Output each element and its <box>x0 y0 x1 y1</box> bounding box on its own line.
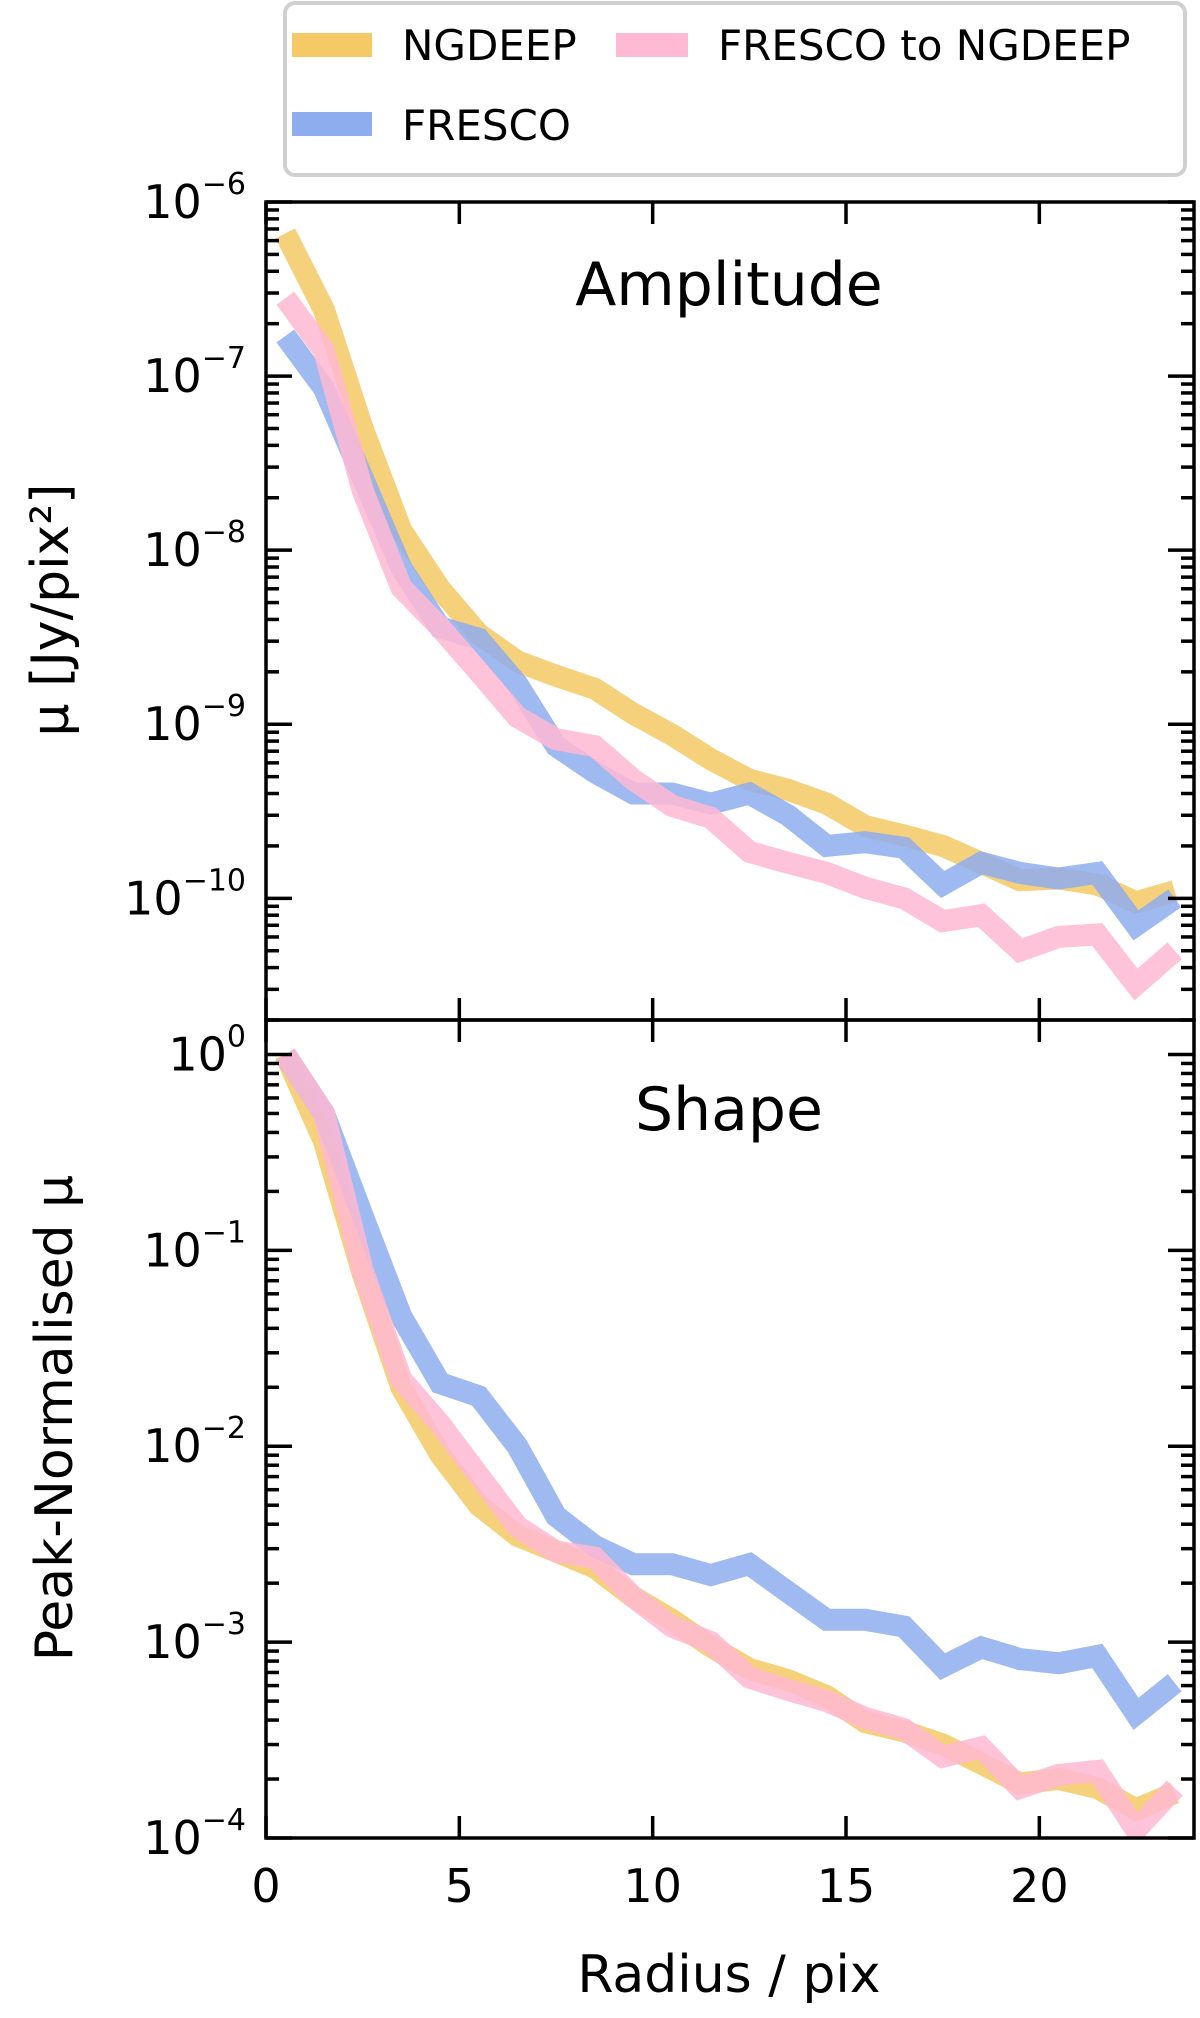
legend-label-ngdeep: NGDEEP <box>402 21 577 70</box>
y-tick-label: 10−3 <box>143 1607 246 1669</box>
y-tick-label: 10−2 <box>143 1411 246 1473</box>
shape-panel: 100 10−1 10−2 10−3 10−40 5 10 15 20 <box>143 1018 1196 1913</box>
ticks <box>264 200 1194 1022</box>
y-tick-label: 10−4 <box>143 1803 246 1865</box>
legend-label-fresco: FRESCO <box>402 101 571 150</box>
y-tick-label: 10−9 <box>143 689 246 751</box>
series-lines <box>275 228 1182 1001</box>
legend: NGDEEP FRESCO to NGDEEP FRESCO <box>283 1 1187 177</box>
shape-title: Shape <box>635 1075 823 1145</box>
series-line-fresco-to-ngdeep <box>276 291 1182 1001</box>
axes-frame <box>264 200 1196 1022</box>
x-tick-label: 15 <box>817 1859 876 1913</box>
series-line-fresco-to-ngdeep <box>276 1048 1183 1838</box>
shape-y-axis-label: Peak-Normalised μ <box>25 1175 85 1662</box>
legend-swatch-fresco-to-ngdeep <box>616 33 688 57</box>
y-tick-label: 10−1 <box>143 1215 246 1277</box>
y-tick-label: 10−10 <box>124 863 246 925</box>
y-tick-label: 10−6 <box>143 167 246 229</box>
amplitude-title: Amplitude <box>575 250 882 320</box>
y-tick-label: 10−8 <box>143 515 246 577</box>
legend-label-fresco-to-ngdeep: FRESCO to NGDEEP <box>718 21 1131 70</box>
x-tick-label: 20 <box>1010 1859 1069 1913</box>
series-lines <box>275 1048 1183 1838</box>
x-tick-label: 5 <box>445 1859 474 1913</box>
axes-frame <box>264 1018 1196 1840</box>
x-tick-label: 10 <box>623 1859 682 1913</box>
legend-frame <box>283 1 1187 177</box>
x-tick-label: 0 <box>251 1859 280 1913</box>
y-tick-label: 10−7 <box>143 341 246 403</box>
legend-swatch-fresco <box>292 112 372 136</box>
y-tick-label: 100 <box>168 1019 246 1081</box>
x-axis-label: Radius / pix <box>577 1945 880 2005</box>
legend-swatch-ngdeep <box>292 33 372 57</box>
amplitude-panel: 10−6 10−7 10−8 10−9 10−10 <box>124 167 1196 1022</box>
amplitude-y-axis-label: μ [Jy/pix²] <box>21 484 81 737</box>
series-line-ngdeep <box>275 1050 1180 1822</box>
series-line-fresco <box>276 1048 1182 1731</box>
